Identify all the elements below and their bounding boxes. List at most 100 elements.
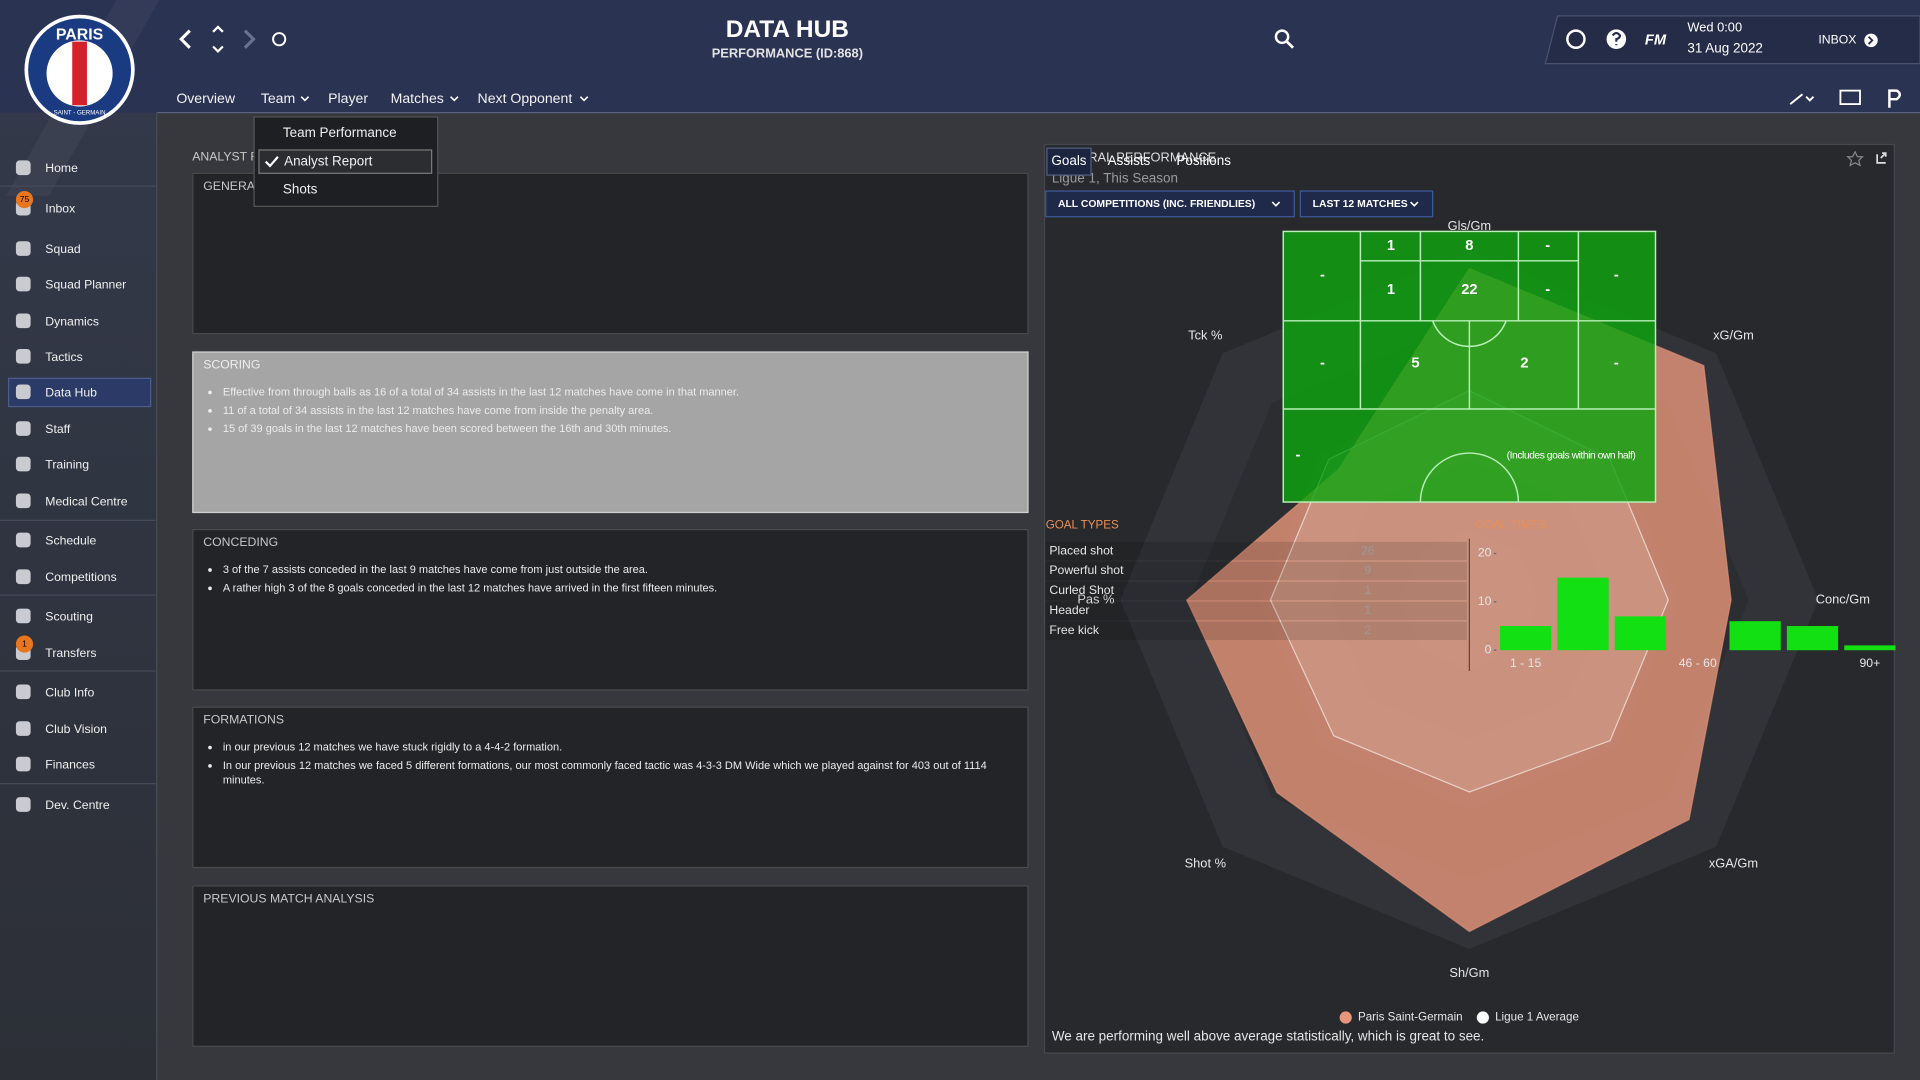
report-section: PREVIOUS MATCH ANALYSIS bbox=[192, 885, 1029, 1047]
bar bbox=[1844, 645, 1896, 651]
panel-tab[interactable]: Positions bbox=[1176, 153, 1231, 168]
inbox-link[interactable]: INBOX bbox=[1818, 33, 1856, 47]
zone-value: - bbox=[1614, 267, 1619, 283]
sidebar-icon bbox=[15, 313, 31, 329]
sidebar-icon bbox=[15, 348, 31, 364]
zone-value: - bbox=[1614, 356, 1619, 372]
nav-tab[interactable]: Matches bbox=[391, 90, 444, 106]
goal-type-value: 26 bbox=[1361, 543, 1375, 557]
back-button[interactable] bbox=[179, 29, 191, 49]
radar-axis-label: Gls/Gm bbox=[1448, 218, 1492, 233]
report-section: SCORING Effective from through balls as 1… bbox=[192, 351, 1029, 514]
sidebar-item[interactable]: Scouting bbox=[45, 609, 93, 623]
goal-type-value: 1 bbox=[1364, 583, 1371, 597]
expand-button[interactable] bbox=[1876, 152, 1887, 164]
help-glyph bbox=[1611, 31, 1622, 46]
goal-times-title: GOAL TIMES bbox=[1476, 518, 1547, 531]
y-tick-label: 10 bbox=[1478, 594, 1492, 608]
goal-types-title: GOAL TYPES bbox=[1046, 518, 1119, 531]
sidebar-item[interactable]: Inbox bbox=[45, 202, 75, 216]
sidebar-icon bbox=[15, 532, 31, 548]
goal-type-value: 1 bbox=[1364, 603, 1371, 617]
sidebar-item[interactable]: Dev. Centre bbox=[45, 798, 110, 812]
sidebar-item[interactable]: Home bbox=[45, 161, 78, 175]
sidebar-item[interactable]: Schedule bbox=[45, 533, 96, 547]
sidebar-item[interactable]: Medical Centre bbox=[45, 494, 127, 508]
dropdown-item[interactable]: Team Performance bbox=[282, 126, 397, 141]
search-button[interactable] bbox=[1274, 29, 1290, 45]
continue-glyph bbox=[1867, 36, 1874, 45]
panel-tab[interactable]: Assists bbox=[1108, 153, 1151, 168]
dropdown-item[interactable]: Shots bbox=[282, 182, 318, 198]
sidebar-icon bbox=[15, 756, 31, 772]
favourite-button[interactable] bbox=[1846, 150, 1864, 167]
goal-type-label: Placed shot bbox=[1049, 543, 1114, 557]
bar bbox=[1614, 616, 1667, 651]
nav-tab[interactable]: Next Opponent bbox=[478, 90, 573, 106]
section-item: 11 of a total of 34 assists in the last … bbox=[223, 403, 1008, 418]
pitch-line bbox=[1282, 230, 1657, 503]
sidebar-item[interactable]: Training bbox=[45, 458, 89, 472]
sidebar-item[interactable]: Competitions bbox=[45, 570, 116, 584]
dropdown-menu: Team Performance Analyst Report Shots bbox=[253, 116, 439, 207]
section-title: FORMATIONS bbox=[203, 713, 285, 728]
badge-ring-text: SAINT - GERMAIN bbox=[54, 109, 106, 116]
sidebar-item[interactable]: Dynamics bbox=[45, 314, 99, 328]
sidebar-item[interactable]: Club Vision bbox=[45, 722, 107, 736]
history-button[interactable] bbox=[272, 32, 287, 47]
radar-axis-label: xGA/Gm bbox=[1709, 855, 1758, 870]
section-item: In our previous 12 matches we faced 5 di… bbox=[223, 758, 1008, 787]
filter-chevron bbox=[1271, 201, 1281, 207]
sidebar-item[interactable]: Staff bbox=[45, 422, 71, 436]
y-tick-label: 0 bbox=[1485, 642, 1492, 656]
filter-button[interactable] bbox=[1045, 190, 1295, 218]
sidebar-icon bbox=[15, 160, 31, 176]
radar-axis-label: Pas % bbox=[1077, 591, 1114, 606]
filter-chevron bbox=[1410, 201, 1419, 207]
filter-button[interactable] bbox=[1299, 190, 1434, 218]
panel-title: GENERAL PERFORMANCE bbox=[1052, 149, 1217, 164]
zone-value: - bbox=[1320, 267, 1325, 283]
section-list: in our previous 12 matches we have stuck… bbox=[203, 740, 1017, 788]
forward-button[interactable] bbox=[243, 29, 256, 49]
up-down-button[interactable] bbox=[212, 25, 224, 53]
legend-swatch bbox=[1476, 1011, 1489, 1024]
section-item: Effective from through balls as 16 of a … bbox=[223, 384, 1008, 399]
game-date: 31 Aug 2022 bbox=[1687, 41, 1763, 56]
nav-tab[interactable]: Team bbox=[261, 90, 295, 106]
network-button[interactable] bbox=[1566, 29, 1586, 49]
sidebar-icon bbox=[15, 608, 31, 624]
summary: We are performing well above average sta… bbox=[1052, 1029, 1484, 1044]
nav-tab[interactable]: Player bbox=[328, 90, 368, 106]
sidebar-item[interactable]: Club Info bbox=[45, 685, 94, 699]
goal-type-row bbox=[1045, 621, 1467, 641]
section-title: PREVIOUS MATCH ANALYSIS bbox=[203, 892, 375, 907]
zone-value: 2 bbox=[1520, 356, 1528, 372]
sidebar-item[interactable]: Data Hub bbox=[45, 385, 97, 399]
sidebar-icon bbox=[15, 569, 31, 585]
zone-value: - bbox=[1545, 238, 1550, 254]
sidebar-icon bbox=[15, 721, 31, 736]
display-button[interactable] bbox=[1839, 89, 1861, 106]
sidebar-item[interactable]: Squad Planner bbox=[45, 278, 126, 292]
panel-tab[interactable]: Goals bbox=[1051, 153, 1086, 168]
goal-type-label: Free kick bbox=[1049, 623, 1100, 637]
goal-type-label: Curled Shot bbox=[1049, 583, 1114, 597]
sidebar-item[interactable]: Finances bbox=[45, 758, 95, 772]
dropdown-item[interactable]: Analyst Report bbox=[258, 149, 433, 174]
goal-type-label: Header bbox=[1049, 603, 1089, 617]
sidebar-item[interactable]: Tactics bbox=[45, 350, 82, 364]
sidebar-item[interactable]: Transfers bbox=[45, 646, 96, 660]
nav-tab[interactable]: Overview bbox=[176, 90, 236, 106]
x-tick-label: 46 - 60 bbox=[1679, 656, 1717, 670]
search-handle bbox=[1285, 40, 1295, 49]
game-time: Wed 0:00 bbox=[1687, 20, 1742, 35]
sidebar-icon bbox=[15, 384, 31, 400]
edit-button[interactable] bbox=[1789, 93, 1815, 105]
club-button[interactable] bbox=[1888, 89, 1902, 108]
goal-type-row bbox=[1045, 581, 1467, 601]
goal-type-value: 2 bbox=[1364, 623, 1371, 637]
tab-chevron bbox=[579, 96, 589, 102]
section-item: A rather high 3 of the 8 goals conceded … bbox=[223, 580, 1008, 595]
sidebar-item[interactable]: Squad bbox=[45, 242, 81, 256]
